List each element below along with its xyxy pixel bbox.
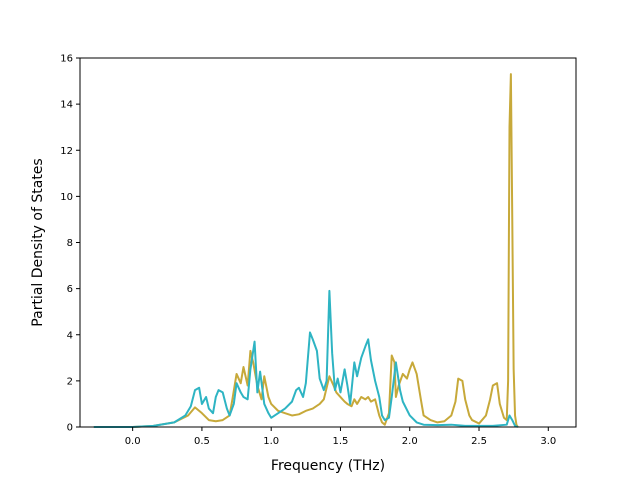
x-axis-label: Frequency (THz) [271, 458, 385, 474]
x-tick-label: 2.0 [402, 436, 418, 447]
x-tick-label: 3.0 [540, 436, 556, 447]
x-tick-label: 0.0 [125, 436, 141, 447]
y-axis-label: Partial Density of States [30, 158, 46, 326]
x-tick-label: 1.0 [263, 436, 279, 447]
y-tick-label: 6 [67, 284, 73, 295]
y-tick-label: 8 [67, 238, 73, 249]
y-tick-label: 2 [67, 376, 73, 387]
y-tick-label: 12 [60, 146, 73, 157]
series-layer [93, 73, 519, 428]
series-line-1 [93, 73, 519, 428]
x-tick-label: 1.5 [333, 436, 349, 447]
y-tick-label: 10 [60, 192, 73, 203]
y-tick-label: 14 [60, 100, 73, 111]
y-tick-label: 16 [60, 54, 73, 65]
x-tick-label: 0.5 [194, 436, 210, 447]
x-axis-ticks: 0.0 0.5 1.0 1.5 2.0 2.5 3.0 [125, 427, 556, 447]
y-tick-label: 4 [67, 330, 73, 341]
y-tick-label: 0 [67, 423, 73, 434]
series-line-2 [93, 289, 519, 428]
x-tick-label: 2.5 [471, 436, 487, 447]
y-axis-ticks: 0 2 4 6 8 10 12 14 16 [60, 54, 80, 434]
